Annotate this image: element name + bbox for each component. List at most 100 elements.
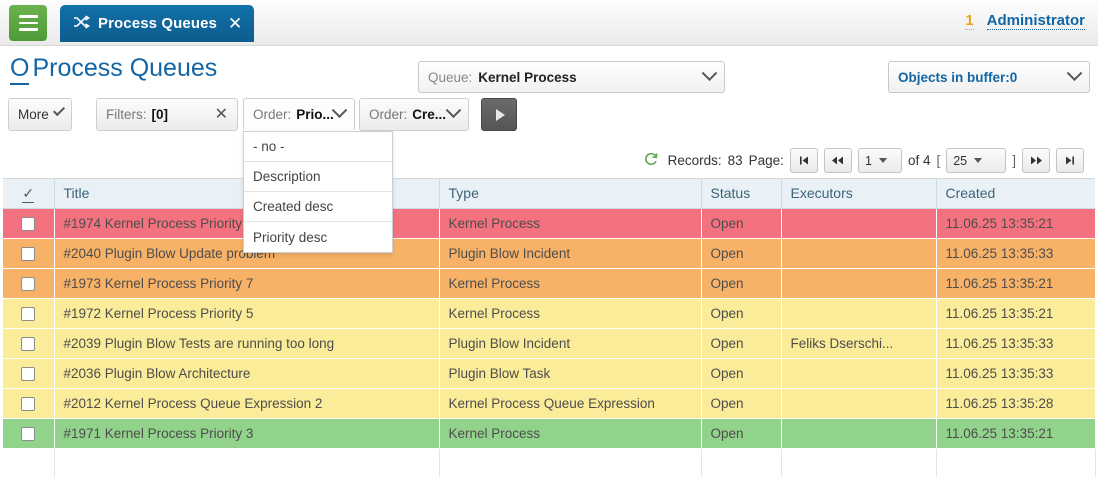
hamburger-icon [18, 15, 38, 18]
row-checkbox-cell[interactable] [3, 208, 55, 239]
user-name-link[interactable]: Administrator [986, 12, 1085, 30]
chevron-down-icon [331, 102, 348, 119]
refresh-icon[interactable] [643, 151, 659, 171]
queue-select[interactable]: Queue: Kernel Process [418, 61, 725, 93]
notification-count[interactable]: 1 [965, 12, 974, 30]
table-head: ✓ Title Type Status Executors Created [3, 179, 1095, 209]
table-row[interactable]: #2039 Plugin Blow Tests are running too … [3, 328, 1096, 359]
order-secondary-label: Order: [369, 107, 408, 122]
row-checkbox[interactable] [21, 426, 36, 441]
last-page-button[interactable] [1056, 148, 1084, 173]
column-header-status[interactable]: Status [701, 179, 782, 209]
row-checkbox[interactable] [21, 306, 36, 321]
order-secondary-button[interactable]: Order: Cre... [359, 98, 469, 131]
column-header-type[interactable]: Type [439, 179, 702, 209]
cell-type: Plugin Blow Incident [439, 328, 702, 359]
clear-filters-icon[interactable]: ✕ [214, 105, 228, 123]
order-dropdown-menu[interactable]: - no - Description Created desc Priority… [243, 131, 393, 253]
top-bar: Process Queues ✕ 1 Administrator [0, 0, 1098, 46]
page-title: O Process Queues [10, 54, 218, 85]
column-header-created[interactable]: Created [936, 179, 1095, 209]
cell-status: Open [701, 418, 782, 449]
check-icon[interactable]: ✓ [22, 184, 35, 203]
tab-close-icon[interactable]: ✕ [227, 14, 243, 33]
page-number-select[interactable]: 1 [857, 148, 902, 173]
tab-process-queues[interactable]: Process Queues ✕ [60, 5, 255, 42]
row-checkbox[interactable] [21, 276, 36, 291]
pagination: Records: 83 Page: 1 of 4 [ 25 ] [643, 148, 1084, 173]
cell-created: 11.06.25 13:35:21 [936, 298, 1096, 329]
hamburger-icon [18, 21, 38, 25]
cell-status: Open [701, 388, 782, 419]
cell-status: Open [701, 358, 782, 389]
row-checkbox[interactable] [21, 396, 36, 411]
row-checkbox-cell[interactable] [3, 388, 55, 419]
more-button[interactable]: More [8, 98, 72, 131]
first-page-button[interactable] [789, 148, 818, 173]
select-all-header[interactable]: ✓ [3, 179, 55, 209]
cell-executors [781, 358, 937, 389]
chevron-down-icon [974, 158, 983, 163]
records-label: Records: [667, 153, 722, 168]
table-row[interactable]: #1971 Kernel Process Priority 3 Kernel Pr… [3, 418, 1096, 449]
table-row[interactable] [3, 448, 1096, 477]
page-total-label: of 4 [907, 153, 931, 168]
records-table: ✓ Title Type Status Executors Created #1… [3, 179, 1096, 477]
row-checkbox-cell[interactable] [3, 298, 55, 329]
objects-in-buffer-select[interactable]: Objects in buffer: 0 [888, 61, 1090, 93]
order-primary-label: Order: [253, 107, 292, 122]
cell-title: #2036 Plugin Blow Architecture [54, 358, 440, 389]
row-checkbox-cell[interactable] [3, 268, 55, 299]
table-row[interactable]: #2036 Plugin Blow Architecture Plugin Blo… [3, 358, 1096, 389]
row-checkbox-cell[interactable] [3, 418, 55, 449]
table-row[interactable]: #2040 Plugin Blow Update problem Plugin B… [3, 238, 1096, 269]
cell-created: 11.06.25 13:35:33 [936, 328, 1096, 359]
row-checkbox[interactable] [21, 246, 36, 261]
order-option-created-desc[interactable]: Created desc [244, 192, 392, 222]
cell-created: 11.06.25 13:35:21 [936, 268, 1096, 299]
cell-status: Open [701, 328, 782, 359]
cell-executors [781, 208, 937, 239]
cell-created: 11.06.25 13:35:21 [936, 208, 1096, 239]
hamburger-menu-button[interactable] [9, 5, 47, 41]
run-button[interactable] [481, 98, 517, 131]
queue-select-label: Queue: [428, 69, 473, 85]
page-size-select[interactable]: 25 [946, 148, 1007, 173]
row-checkbox-cell[interactable] [3, 238, 55, 269]
cell-created: 11.06.25 13:35:21 [936, 418, 1096, 449]
filters-count: [0] [151, 107, 169, 122]
pagination-row: Records: 83 Page: 1 of 4 [ 25 ] [0, 140, 1098, 178]
row-checkbox-cell[interactable] [3, 448, 55, 477]
column-header-executors[interactable]: Executors [781, 179, 937, 209]
row-checkbox-cell[interactable] [3, 358, 55, 389]
user-area: 1 Administrator [965, 12, 1085, 30]
order-option-none[interactable]: - no - [244, 132, 392, 162]
queue-select-value: Kernel Process [478, 69, 577, 85]
cell-executors [781, 388, 937, 419]
cell-status: Open [701, 268, 782, 299]
filters-button[interactable]: Filters: [0] ✕ [96, 98, 238, 131]
more-label: More [18, 107, 49, 122]
order-primary-button[interactable]: Order: Prio... [243, 98, 355, 131]
cell-created: 11.06.25 13:35:33 [936, 358, 1096, 389]
order-option-description[interactable]: Description [244, 162, 392, 192]
row-checkbox[interactable] [21, 336, 36, 351]
buffer-value: 0 [1009, 69, 1018, 85]
table-row[interactable]: #1973 Kernel Process Priority 7 Kernel Pr… [3, 268, 1096, 299]
table-row[interactable]: #1972 Kernel Process Priority 5 Kernel Pr… [3, 298, 1096, 329]
table-row[interactable]: #1974 Kernel Process Priority 9 Kernel Pr… [3, 208, 1096, 239]
page-header: O Process Queues Queue: Kernel Process Ob… [0, 46, 1098, 98]
page-title-icon[interactable]: O [10, 54, 30, 85]
cell-type: Kernel Process [439, 208, 702, 239]
row-checkbox-cell[interactable] [3, 328, 55, 359]
table-header-row: ✓ Title Type Status Executors Created [3, 179, 1095, 209]
row-checkbox[interactable] [21, 366, 36, 381]
hamburger-icon [18, 28, 38, 31]
cell-created: 11.06.25 13:35:28 [936, 388, 1096, 419]
next-page-button[interactable] [1022, 148, 1050, 173]
row-checkbox[interactable] [21, 216, 36, 231]
prev-page-button[interactable] [823, 148, 852, 173]
order-option-priority-desc[interactable]: Priority desc [253, 229, 328, 245]
page-title-text: Process Queues [32, 54, 218, 82]
